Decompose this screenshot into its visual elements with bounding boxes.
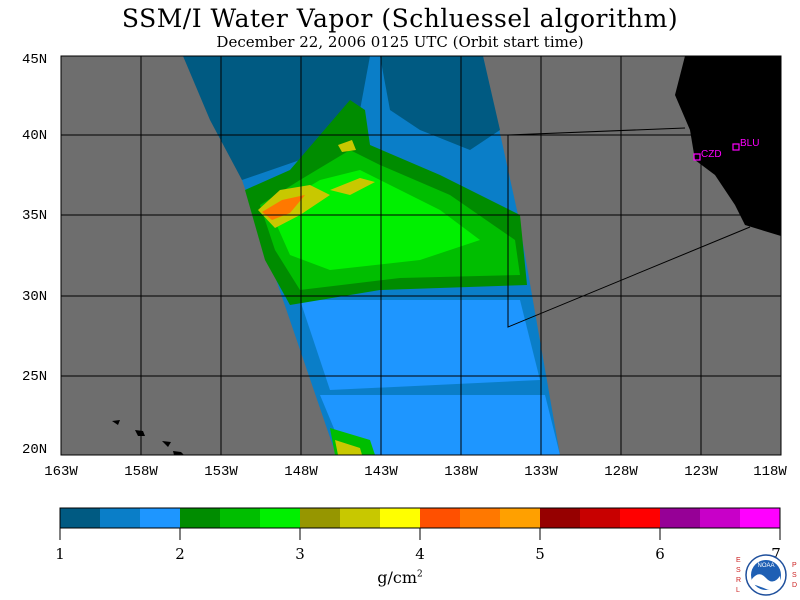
logo-center-text: NOAA: [757, 563, 774, 569]
station-blu-marker: [732, 143, 740, 151]
lon-label: 128W: [604, 464, 638, 480]
colorbar-swatch: [580, 508, 621, 528]
hawaii-oahu: [135, 430, 145, 436]
colorbar-tick-label: 6: [655, 545, 665, 563]
swath-bright-blue-south: [320, 395, 560, 455]
colorbar-swatch: [340, 508, 381, 528]
lat-label: 25N: [22, 369, 48, 385]
colorbar-swatch: [500, 508, 541, 528]
colorbar-tick-label: 4: [415, 545, 425, 563]
hawaii-big-island: [173, 451, 184, 455]
colorbar-swatch: [60, 508, 101, 528]
units-exponent: 2: [417, 569, 423, 580]
moisture-streak: [330, 178, 375, 195]
hawaii-maui: [162, 441, 171, 447]
colorbar-tick-label: 2: [175, 545, 185, 563]
svg-text:D: D: [792, 582, 797, 589]
page-title: SSM/I Water Vapor (Schluessel algorithm): [121, 4, 679, 33]
lon-label: 143W: [364, 464, 398, 480]
trajectory-box: [507, 135, 751, 328]
colorbar-swatch: [140, 508, 181, 528]
colorbar-swatch: [180, 508, 221, 528]
swath-dark-north: [183, 56, 370, 180]
lon-label: 133W: [524, 464, 558, 480]
lat-label: 20N: [22, 442, 48, 458]
colorbar-swatch: [300, 508, 341, 528]
page-subtitle: December 22, 2006 0125 UTC (Orbit start …: [216, 33, 584, 51]
svg-text:S: S: [792, 572, 797, 579]
colorbar-swatch: [380, 508, 421, 528]
map-frame: [60, 55, 782, 456]
svg-text:L: L: [736, 587, 740, 594]
lat-label: 40N: [22, 128, 48, 144]
swath-dark-northeast: [380, 56, 500, 150]
lon-label: 158W: [124, 464, 158, 480]
colorbar: [60, 508, 781, 528]
svg-text:R: R: [736, 577, 741, 584]
lon-label: 153W: [204, 464, 238, 480]
colorbar-swatch: [220, 508, 261, 528]
svg-text:E: E: [736, 557, 741, 564]
lon-label: 118W: [753, 464, 787, 480]
swath-bright-blue: [300, 300, 540, 390]
lon-label: 163W: [44, 464, 78, 480]
svg-text:S: S: [736, 567, 741, 574]
station-czd-label: CZD: [701, 149, 722, 160]
colorbar-swatch: [460, 508, 501, 528]
moisture-spot: [338, 140, 356, 152]
colorbar-tick-label: 1: [55, 545, 65, 563]
colorbar-swatch: [420, 508, 461, 528]
colorbar-tick-label: 5: [535, 545, 545, 563]
lat-label: 30N: [22, 289, 48, 305]
colorbar-swatch: [260, 508, 301, 528]
colorbar-swatch: [100, 508, 141, 528]
colorbar-ticks: [59, 528, 781, 540]
colorbar-swatch: [620, 508, 661, 528]
colorbar-swatch: [700, 508, 741, 528]
moisture-south-core: [335, 440, 362, 455]
colorbar-tick-label: 7: [771, 545, 781, 563]
svg-text:P: P: [792, 562, 797, 569]
units-text: g/cm: [377, 568, 418, 587]
colorbar-swatch: [540, 508, 581, 528]
hawaii-kauai: [112, 420, 120, 425]
lon-label: 123W: [684, 464, 718, 480]
lat-label: 45N: [22, 52, 48, 68]
logo-wave-icon: [752, 574, 780, 590]
lon-label: 148W: [284, 464, 318, 480]
colorbar-units: g/cm2: [0, 568, 800, 587]
colorbar-tick-label: 3: [295, 545, 305, 563]
moisture-max: [262, 195, 305, 220]
station-czd-marker: [693, 153, 701, 161]
colorbar-swatch: [660, 508, 701, 528]
station-blu-label: BLU: [740, 138, 759, 149]
trajectory-north: [507, 127, 686, 136]
colorbar-swatch: [740, 508, 781, 528]
logo-right-text: PSD: [792, 562, 797, 589]
graticule: [61, 56, 781, 455]
lat-label: 35N: [22, 208, 48, 224]
lon-label: 138W: [444, 464, 478, 480]
